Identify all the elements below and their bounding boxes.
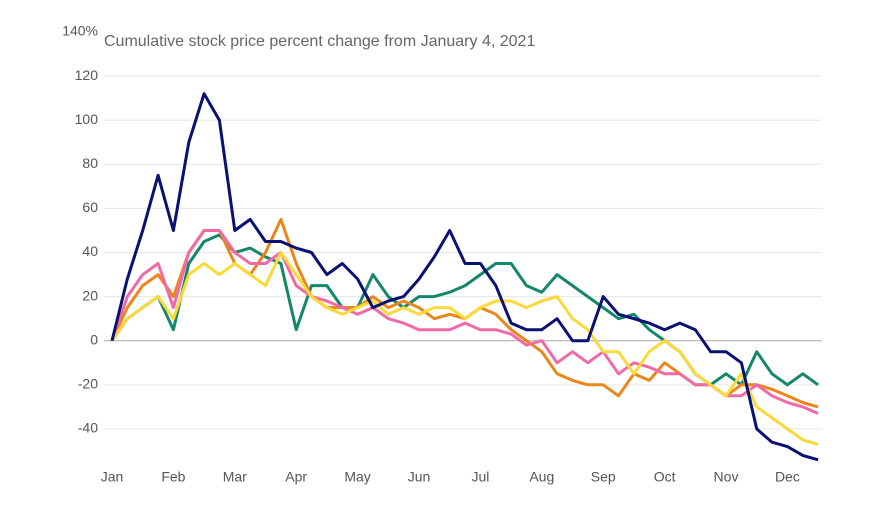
y-tick-label: 40 — [82, 243, 98, 259]
x-tick-label: Sep — [591, 469, 616, 485]
x-tick-label: Jun — [408, 469, 431, 485]
series-line — [110, 229, 819, 415]
series-line — [110, 217, 819, 409]
grid — [104, 75, 822, 430]
x-tick-label: Mar — [223, 469, 247, 485]
x-tick-label: Nov — [714, 469, 739, 485]
y-tick-label: 60 — [82, 199, 98, 215]
y-tick-label: 120 — [75, 67, 99, 83]
y-tick-label: 20 — [82, 287, 98, 303]
series-line — [110, 92, 819, 462]
x-tick-label: Jul — [471, 469, 489, 485]
chart-title: Cumulative stock price percent change fr… — [104, 33, 535, 50]
y-tick-label: -40 — [78, 420, 98, 436]
x-tick-label: May — [344, 469, 370, 485]
y-tick-label: 80 — [82, 155, 98, 171]
x-tick-label: Dec — [775, 469, 800, 485]
x-tick-label: Jan — [101, 469, 124, 485]
y-tick-label: 100 — [75, 111, 99, 127]
x-tick-label: Feb — [161, 469, 185, 485]
x-tick-label: Aug — [529, 469, 554, 485]
y-tick-label: 140% — [62, 23, 98, 39]
x-tick-label: Apr — [285, 469, 307, 485]
y-tick-label: -20 — [78, 376, 98, 392]
x-tick-label: Oct — [654, 469, 676, 485]
y-tick-label: 0 — [90, 331, 98, 347]
series-line — [110, 233, 819, 387]
series-line — [110, 251, 819, 446]
